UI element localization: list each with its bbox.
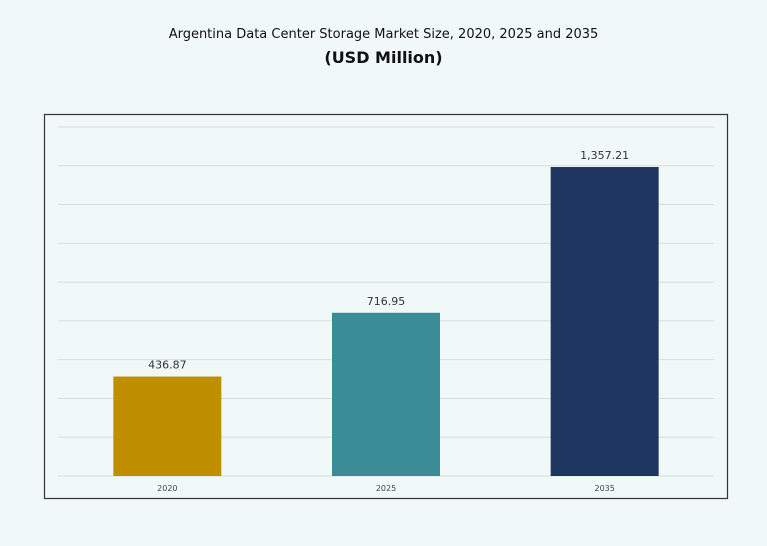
x-tick-label-2020: 2020 <box>157 484 177 493</box>
bar-2035 <box>550 167 659 477</box>
data-label-2035: 1,357.21 <box>580 149 629 162</box>
bar-2025 <box>332 312 440 476</box>
bar-2020 <box>113 376 222 476</box>
plot-frame <box>43 113 729 500</box>
chart-subtitle: (USD Million) <box>324 48 443 67</box>
data-label-2025: 716.95 <box>367 295 406 308</box>
x-tick-label-2025: 2025 <box>376 484 396 493</box>
x-tick-label-2035: 2035 <box>594 484 614 493</box>
data-label-2020: 436.87 <box>148 359 187 372</box>
chart-title: Argentina Data Center Storage Market Siz… <box>168 27 599 42</box>
